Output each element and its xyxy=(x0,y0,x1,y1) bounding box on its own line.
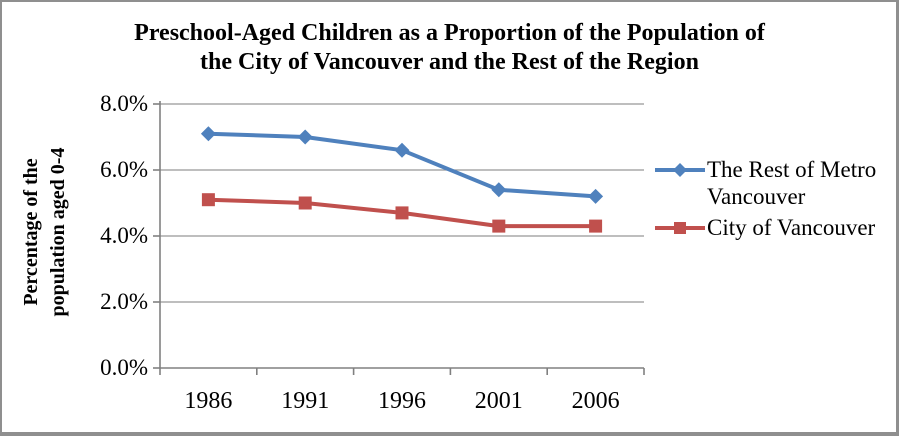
legend-sample-rest-of-metro xyxy=(655,163,705,177)
legend-label-rest-of-metro: The Rest of Metro Vancouver xyxy=(707,157,877,209)
square-marker-icon xyxy=(674,222,686,234)
legend-sample-city-of-vancouver xyxy=(655,222,705,234)
diamond-marker-icon xyxy=(491,182,507,198)
y-tick-label: 0.0% xyxy=(100,355,148,380)
square-marker-icon xyxy=(298,196,312,210)
diamond-marker-icon xyxy=(200,126,216,142)
x-tick-label: 2006 xyxy=(571,388,620,414)
chart-title-line-2: the City of Vancouver and the Rest of th… xyxy=(200,49,699,75)
y-tick-label: 2.0% xyxy=(100,289,148,314)
y-tick-label: 6.0% xyxy=(100,157,148,182)
square-marker-icon xyxy=(201,193,215,207)
legend-line-blue xyxy=(655,163,705,177)
diamond-marker-icon xyxy=(394,142,410,158)
chart-title: Preschool-Aged Children as a Proportion … xyxy=(2,19,896,77)
square-marker-icon xyxy=(395,206,409,220)
gridlines xyxy=(160,103,644,303)
y-tick-label: 4.0% xyxy=(100,223,148,248)
chart-title-line-1: Preschool-Aged Children as a Proportion … xyxy=(134,20,765,46)
diamond-marker-icon xyxy=(673,163,687,177)
x-tick-label: 2001 xyxy=(474,388,523,414)
y-tick-marks xyxy=(153,103,160,369)
x-tick-label: 1991 xyxy=(281,388,330,414)
x-tick-marks xyxy=(159,368,645,375)
x-tick-label: 1986 xyxy=(184,388,233,414)
series-1-line xyxy=(201,193,603,233)
series-0-line xyxy=(200,126,604,204)
square-marker-icon xyxy=(492,219,506,233)
y-tick-label: 8.0% xyxy=(100,91,148,116)
legend-label-city-of-vancouver: City of Vancouver xyxy=(707,215,876,240)
square-marker-icon xyxy=(589,219,603,233)
diamond-marker-icon xyxy=(588,188,604,204)
diamond-marker-icon xyxy=(297,129,313,145)
legend-line-red xyxy=(655,222,705,234)
x-tick-label: 1996 xyxy=(378,388,426,414)
